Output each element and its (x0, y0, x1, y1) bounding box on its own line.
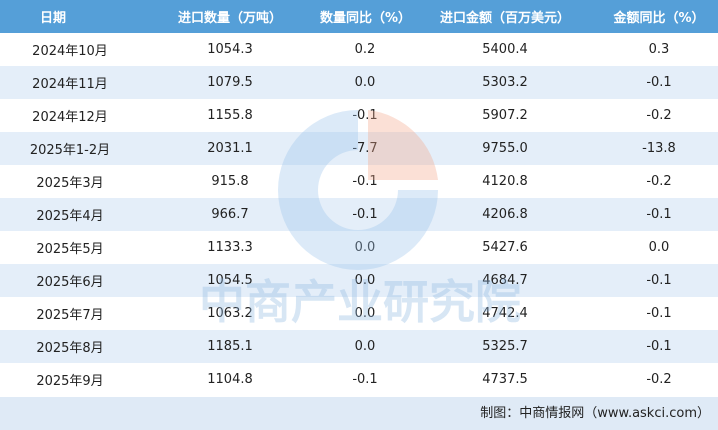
cell: 5400.4 (482, 42, 528, 57)
table-row: 2025年3月 915.8 -0.1 4120.8 -0.2 (0, 165, 718, 198)
cell: 2025年8月 (36, 341, 104, 356)
cell: -0.1 (646, 207, 672, 222)
table-row: 2024年10月 1054.3 0.2 5400.4 0.3 (0, 33, 718, 66)
cell: 0.0 (354, 306, 376, 321)
cell: 2024年12月 (32, 110, 108, 125)
table-row: 2025年1-2月 2031.1 -7.7 9755.0 -13.8 (0, 132, 718, 165)
cell: 966.7 (211, 207, 249, 222)
table-row: 2025年9月 1104.8 -0.1 4737.5 -0.2 (0, 363, 718, 396)
cell: 1104.8 (207, 372, 253, 387)
cell: 2025年5月 (36, 242, 104, 257)
cell: 5325.7 (482, 339, 528, 354)
cell: 4684.7 (482, 273, 528, 288)
cell: 4742.4 (482, 306, 528, 321)
cell: 2025年3月 (36, 176, 104, 191)
cell: 4206.8 (482, 207, 528, 222)
header-cell: 日期 (40, 11, 67, 26)
cell: 0.0 (354, 339, 376, 354)
cell: 5907.2 (482, 108, 528, 123)
table-row: 2025年8月 1185.1 0.0 5325.7 -0.1 (0, 330, 718, 363)
cell: -0.1 (646, 273, 672, 288)
cell: 2031.1 (207, 141, 253, 156)
cell: 0.0 (354, 75, 376, 90)
cell: 1185.1 (207, 339, 253, 354)
header-row: 日期 进口数量（万吨） 数量同比（%） 进口金额（百万美元） 金额同比（%） (0, 0, 718, 33)
cell: 0.3 (648, 42, 670, 57)
table-row: 2025年5月 1133.3 0.0 5427.6 0.0 (0, 231, 718, 264)
cell: -0.1 (646, 306, 672, 321)
cell: 0.0 (354, 240, 376, 255)
table: 日期 进口数量（万吨） 数量同比（%） 进口金额（百万美元） 金额同比（%） 2024年1… (0, 0, 718, 396)
cell: 1079.5 (207, 75, 253, 90)
cell: 1155.8 (207, 108, 253, 123)
cell: -0.1 (646, 339, 672, 354)
cell: 1063.2 (207, 306, 253, 321)
cell: 1054.3 (207, 42, 253, 57)
cell: -0.1 (352, 174, 378, 189)
cell: 2025年4月 (36, 209, 104, 224)
cell: 0.0 (354, 273, 376, 288)
cell: -0.1 (352, 372, 378, 387)
table-row: 2025年4月 966.7 -0.1 4206.8 -0.1 (0, 198, 718, 231)
cell: 2024年10月 (32, 44, 108, 59)
cell: -0.1 (646, 75, 672, 90)
cell: 2025年1-2月 (29, 143, 111, 158)
cell: 2025年9月 (36, 374, 104, 389)
cell: -0.1 (352, 108, 378, 123)
cell: 2024年11月 (32, 77, 108, 92)
cell: 1054.5 (207, 273, 253, 288)
cell: 2025年6月 (36, 275, 104, 290)
cell: -0.2 (646, 108, 672, 123)
cell: -0.1 (352, 207, 378, 222)
cell: 1133.3 (207, 240, 253, 255)
cell: 9755.0 (482, 141, 528, 156)
header-cell: 进口数量（万吨） (177, 11, 282, 26)
cell: 2025年7月 (36, 308, 104, 323)
cell: 5427.6 (482, 240, 528, 255)
table-row: 2025年7月 1063.2 0.0 4742.4 -0.1 (0, 297, 718, 330)
cell: -7.7 (352, 141, 378, 156)
cell: -13.8 (642, 141, 676, 156)
table-row: 2024年12月 1155.8 -0.1 5907.2 -0.2 (0, 99, 718, 132)
table-row: 2024年11月 1079.5 0.0 5303.2 -0.1 (0, 66, 718, 99)
header-cell: 数量同比（%） (320, 11, 412, 26)
cell: 4737.5 (482, 372, 528, 387)
header-cell: 金额同比（%） (613, 11, 705, 26)
cell: 0.0 (648, 240, 670, 255)
cell: 4120.8 (482, 174, 528, 189)
cell: -0.2 (646, 372, 672, 387)
table-row: 2025年6月 1054.5 0.0 4684.7 -0.1 (0, 264, 718, 297)
cell: 915.8 (211, 174, 249, 189)
header-cell: 进口金额（百万美元） (439, 11, 570, 26)
footer: 制图：中商情报网（www.askci.com） (0, 397, 718, 430)
cell: 0.2 (354, 42, 376, 57)
cell: -0.2 (646, 174, 672, 189)
cell: 5303.2 (482, 75, 528, 90)
